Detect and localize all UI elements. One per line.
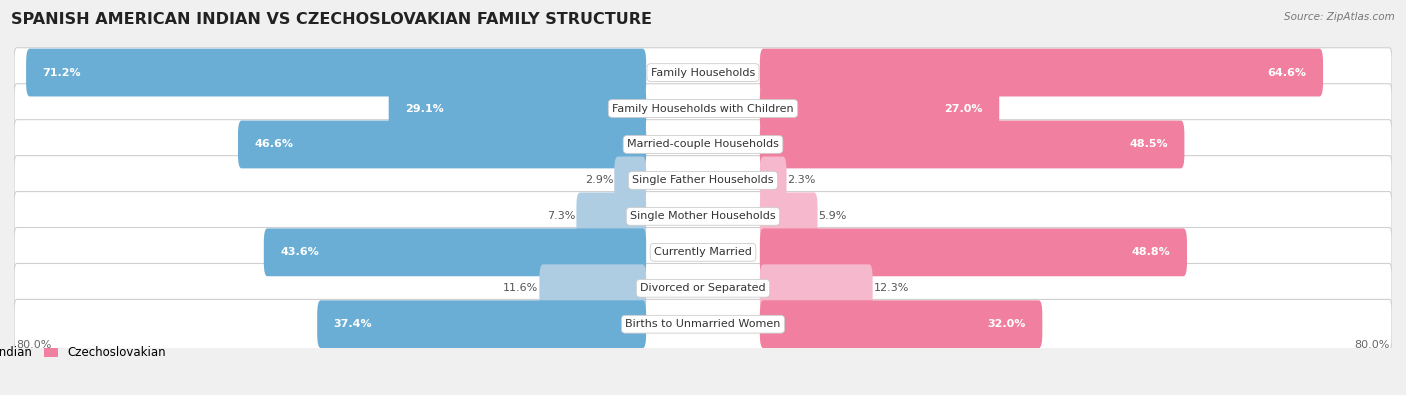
FancyBboxPatch shape: [318, 300, 647, 348]
Text: SPANISH AMERICAN INDIAN VS CZECHOSLOVAKIAN FAMILY STRUCTURE: SPANISH AMERICAN INDIAN VS CZECHOSLOVAKI…: [11, 12, 652, 27]
FancyBboxPatch shape: [540, 264, 647, 312]
FancyBboxPatch shape: [759, 156, 786, 204]
Text: 7.3%: 7.3%: [547, 211, 575, 221]
Text: 27.0%: 27.0%: [945, 103, 983, 113]
FancyBboxPatch shape: [759, 264, 873, 312]
Text: 64.6%: 64.6%: [1268, 68, 1306, 77]
FancyBboxPatch shape: [614, 156, 647, 204]
FancyBboxPatch shape: [14, 192, 1392, 241]
Text: Married-couple Households: Married-couple Households: [627, 139, 779, 149]
Legend: Spanish American Indian, Czechoslovakian: Spanish American Indian, Czechoslovakian: [0, 342, 172, 364]
Text: 43.6%: 43.6%: [280, 247, 319, 257]
Text: 37.4%: 37.4%: [333, 319, 373, 329]
Text: 11.6%: 11.6%: [503, 283, 538, 293]
Text: Source: ZipAtlas.com: Source: ZipAtlas.com: [1284, 12, 1395, 22]
FancyBboxPatch shape: [238, 120, 647, 168]
Text: Single Mother Households: Single Mother Households: [630, 211, 776, 221]
Text: Single Father Households: Single Father Households: [633, 175, 773, 185]
FancyBboxPatch shape: [759, 300, 1042, 348]
FancyBboxPatch shape: [14, 228, 1392, 277]
Text: Births to Unmarried Women: Births to Unmarried Women: [626, 319, 780, 329]
Text: Currently Married: Currently Married: [654, 247, 752, 257]
FancyBboxPatch shape: [14, 120, 1392, 169]
FancyBboxPatch shape: [576, 192, 647, 240]
Text: 80.0%: 80.0%: [1354, 340, 1389, 350]
FancyBboxPatch shape: [14, 84, 1392, 134]
FancyBboxPatch shape: [759, 85, 1000, 132]
FancyBboxPatch shape: [14, 48, 1392, 98]
Text: 32.0%: 32.0%: [987, 319, 1026, 329]
Text: 46.6%: 46.6%: [254, 139, 294, 149]
Text: 80.0%: 80.0%: [17, 340, 52, 350]
FancyBboxPatch shape: [759, 192, 817, 240]
Text: Family Households with Children: Family Households with Children: [612, 103, 794, 113]
Text: 12.3%: 12.3%: [873, 283, 908, 293]
FancyBboxPatch shape: [759, 120, 1184, 168]
Text: Family Households: Family Households: [651, 68, 755, 77]
FancyBboxPatch shape: [264, 228, 647, 276]
FancyBboxPatch shape: [388, 85, 647, 132]
Text: 29.1%: 29.1%: [405, 103, 444, 113]
Text: 48.8%: 48.8%: [1132, 247, 1171, 257]
FancyBboxPatch shape: [27, 49, 647, 96]
Text: Divorced or Separated: Divorced or Separated: [640, 283, 766, 293]
Text: 48.5%: 48.5%: [1129, 139, 1168, 149]
FancyBboxPatch shape: [759, 228, 1187, 276]
Text: 2.3%: 2.3%: [787, 175, 815, 185]
Text: 2.9%: 2.9%: [585, 175, 613, 185]
FancyBboxPatch shape: [14, 263, 1392, 313]
FancyBboxPatch shape: [14, 156, 1392, 205]
Text: 71.2%: 71.2%: [42, 68, 82, 77]
Text: 5.9%: 5.9%: [818, 211, 846, 221]
FancyBboxPatch shape: [14, 299, 1392, 349]
FancyBboxPatch shape: [759, 49, 1323, 96]
